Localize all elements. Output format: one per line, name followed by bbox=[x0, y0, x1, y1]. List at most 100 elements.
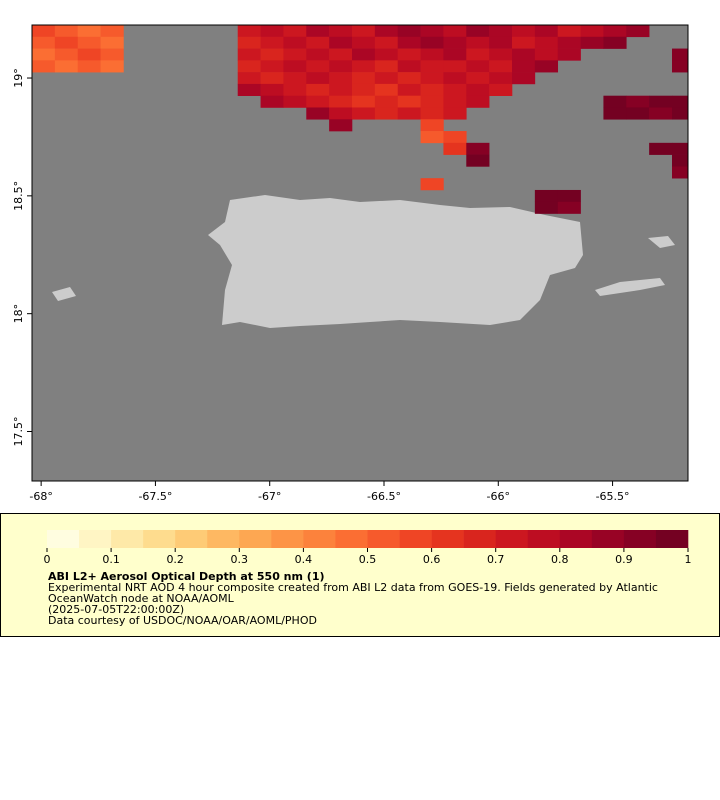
aod-cell bbox=[489, 25, 513, 38]
aod-cell bbox=[374, 83, 399, 96]
aod-cell bbox=[420, 25, 444, 38]
aod-cell bbox=[443, 83, 467, 96]
aod-cell bbox=[420, 95, 444, 108]
aod-cell bbox=[237, 83, 261, 96]
aod-cell bbox=[352, 95, 376, 108]
aod-cell bbox=[329, 72, 353, 85]
x-tick-label: -67.5° bbox=[138, 490, 172, 503]
aod-cell bbox=[649, 95, 673, 108]
x-tick-label: -66.5° bbox=[367, 490, 401, 503]
aod-cell bbox=[512, 36, 536, 49]
colorbar-tick-label: 0 bbox=[44, 553, 51, 566]
colorbar-swatch bbox=[207, 530, 240, 548]
aod-cell bbox=[626, 107, 650, 120]
legend-line: OceanWatch node at NOAA/AOML bbox=[48, 592, 235, 605]
aod-cell bbox=[329, 119, 353, 132]
aod-cell bbox=[283, 25, 307, 38]
aod-cell bbox=[100, 25, 124, 38]
aod-cell bbox=[260, 60, 284, 73]
aod-cell bbox=[260, 83, 284, 96]
aod-cell bbox=[466, 83, 490, 96]
aod-cell bbox=[260, 36, 284, 49]
aod-cell bbox=[466, 48, 490, 61]
x-tick-label: -65.5° bbox=[596, 490, 630, 503]
aod-cell bbox=[32, 25, 56, 38]
aod-cell bbox=[306, 36, 330, 49]
aod-cell bbox=[260, 25, 284, 38]
map-frame bbox=[31, 24, 689, 482]
aod-cell bbox=[420, 178, 444, 191]
colorbar-swatch bbox=[527, 530, 561, 548]
aod-cell bbox=[649, 107, 673, 120]
aod-cell bbox=[374, 25, 399, 38]
aod-cell bbox=[352, 48, 376, 61]
x-tick-label: -68° bbox=[29, 490, 52, 503]
aod-cell bbox=[54, 48, 79, 61]
aod-cell bbox=[626, 25, 650, 38]
aod-cell bbox=[306, 107, 330, 120]
aod-cell bbox=[237, 72, 261, 85]
aod-cell bbox=[237, 48, 261, 61]
aod-cell bbox=[420, 60, 444, 73]
aod-cell bbox=[443, 36, 467, 49]
aod-cell bbox=[77, 36, 101, 49]
aod-cell bbox=[100, 60, 124, 73]
aod-cell bbox=[283, 72, 307, 85]
legend-line: Experimental NRT AOD 4 hour composite cr… bbox=[48, 581, 658, 594]
aod-cell bbox=[649, 142, 673, 155]
colorbar-swatch bbox=[239, 530, 272, 548]
aod-cell bbox=[374, 95, 399, 108]
aod-cell bbox=[237, 36, 261, 49]
legend-line: (2025-07-05T22:00:00Z) bbox=[48, 603, 184, 616]
aod-cell bbox=[306, 72, 330, 85]
aod-cell bbox=[306, 83, 330, 96]
aod-cell bbox=[283, 60, 307, 73]
aod-cell bbox=[466, 142, 490, 155]
colorbar-tick-label: 0.3 bbox=[231, 553, 249, 566]
colorbar-swatch bbox=[431, 530, 464, 548]
colorbar-swatch bbox=[463, 530, 496, 548]
colorbar-tick-label: 0.4 bbox=[295, 553, 313, 566]
aod-cell bbox=[489, 60, 513, 73]
aod-cell bbox=[534, 48, 559, 61]
aod-cell bbox=[580, 25, 604, 38]
colorbar-swatch bbox=[559, 530, 593, 548]
aod-cell bbox=[352, 83, 376, 96]
colorbar-swatch bbox=[367, 530, 400, 548]
aod-cell bbox=[489, 36, 513, 49]
vieques bbox=[595, 278, 665, 296]
aod-cell bbox=[672, 60, 688, 73]
aod-cell bbox=[512, 60, 536, 73]
aod-cell bbox=[237, 60, 261, 73]
aod-cell bbox=[397, 25, 421, 38]
colorbar-swatch bbox=[143, 530, 176, 548]
aod-cell bbox=[672, 107, 688, 120]
aod-cell bbox=[580, 36, 604, 49]
aod-cell bbox=[557, 201, 581, 214]
aod-cell bbox=[100, 36, 124, 49]
aod-cell bbox=[397, 36, 421, 49]
aod-cell bbox=[512, 72, 536, 85]
colorbar-swatch bbox=[335, 530, 368, 548]
colorbar-swatch bbox=[495, 530, 529, 548]
aod-cell bbox=[54, 36, 79, 49]
aod-cell bbox=[557, 25, 581, 38]
aod-cell bbox=[100, 48, 124, 61]
colorbar-swatch bbox=[623, 530, 657, 548]
y-tick-label: 19° bbox=[12, 68, 25, 88]
aod-cell bbox=[397, 83, 421, 96]
culebra bbox=[648, 236, 675, 248]
aod-cell bbox=[329, 83, 353, 96]
aod-cell bbox=[489, 83, 513, 96]
aod-cell bbox=[54, 25, 79, 38]
aod-cell bbox=[443, 25, 467, 38]
colorbar-swatch bbox=[111, 530, 144, 548]
aod-cell bbox=[397, 60, 421, 73]
aod-cell bbox=[306, 48, 330, 61]
aod-layer bbox=[32, 25, 688, 214]
aod-cell bbox=[466, 95, 490, 108]
aod-cell bbox=[352, 25, 376, 38]
colorbar-tick-label: 0.9 bbox=[615, 553, 633, 566]
aod-cell bbox=[443, 107, 467, 120]
